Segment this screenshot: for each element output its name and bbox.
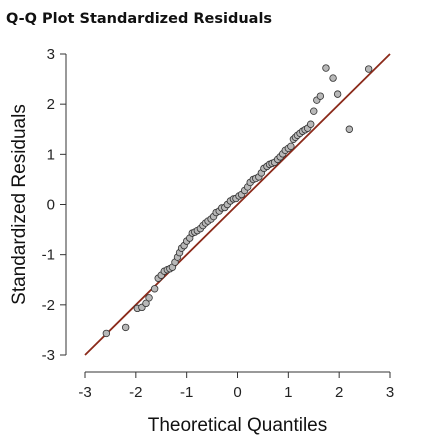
y-tick-label: 1 [47,146,55,163]
data-point [150,285,159,293]
data-point [329,74,337,82]
data-point [322,64,330,72]
data-point [102,329,111,338]
y-tick-label: 2 [47,96,55,113]
data-point [121,323,130,332]
x-tick-label: 1 [284,384,292,401]
data-point [145,294,153,302]
data-point [316,92,325,100]
x-tick-label: -2 [129,384,142,401]
y-axis-title: Standardized Residuals [9,104,30,305]
y-tick-label: -1 [42,247,55,264]
y-axis: -3 -2 -1 0 1 2 3 [42,46,67,364]
points-layer [102,64,373,338]
x-tick-label: 2 [335,384,343,401]
data-point [333,90,342,98]
reference-line-layer [84,53,391,356]
x-tick-label: -3 [78,384,91,401]
y-tick-label: 3 [47,46,55,63]
x-axis-title: Theoretical Quantiles [148,415,328,436]
data-point [310,107,318,115]
y-tick-label: -3 [42,347,55,364]
x-tick-label: -1 [180,384,193,401]
y-tick-label: -2 [42,297,55,314]
x-tick-label: 0 [233,384,241,401]
data-point [142,299,150,308]
chart-title: Q-Q Plot Standardized Residuals [6,11,273,27]
data-point [364,65,373,73]
data-point [345,125,354,133]
data-point [307,120,315,128]
data-point [287,142,295,151]
x-axis: -3 -2 -1 0 1 2 3 [78,371,394,401]
x-tick-label: 3 [386,384,394,401]
reference-line [84,53,391,356]
y-tick-label: 0 [47,197,55,214]
